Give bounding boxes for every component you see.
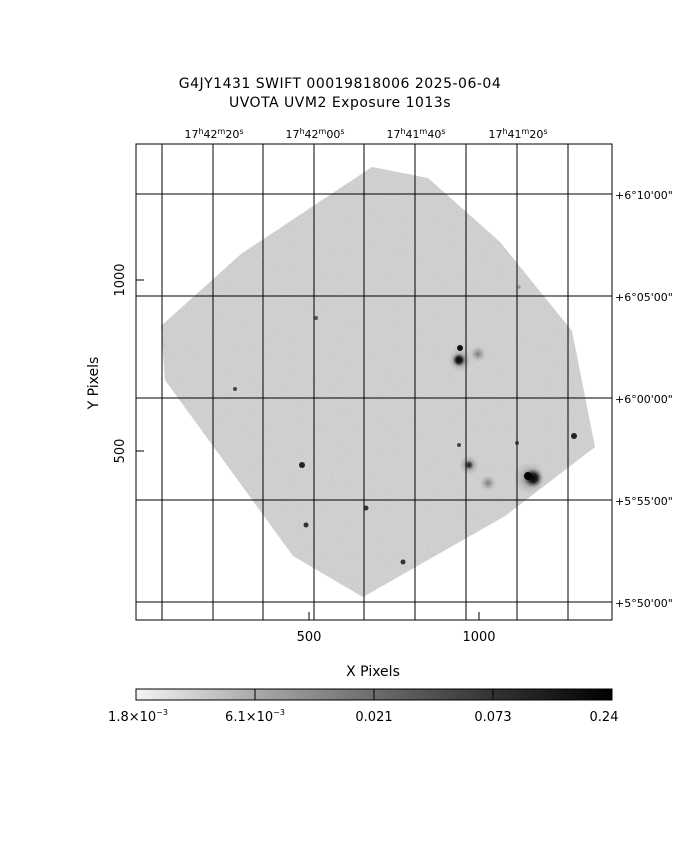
x-tick-label: 500 <box>297 630 322 645</box>
ra-tick-label: 17h41m40s <box>386 127 445 141</box>
colorbar-label: 0.24 <box>590 710 619 725</box>
image-subtitle: UVOTA UVM2 Exposure 1013s <box>228 95 452 111</box>
pixel-axis-ticks <box>136 279 480 620</box>
exposure-field <box>161 167 595 597</box>
colorbar-label: 0.073 <box>474 710 511 725</box>
dec-tick-label: +6°10'00" <box>615 189 673 202</box>
dec-tick-label: +6°05'00" <box>615 291 673 304</box>
ra-tick-label: 17h41m20s <box>488 127 547 141</box>
plot-frame <box>135 143 613 621</box>
colorbar-label: 1.8×10−3 <box>108 708 168 725</box>
x-axis-label: X Pixels <box>346 664 400 680</box>
dec-tick-label: +6°00'00" <box>615 393 673 406</box>
y-axis-label: Y Pixels <box>86 357 102 411</box>
colorbar <box>135 688 613 701</box>
ra-tick-label: 17h42m00s <box>285 127 344 141</box>
coordinate-grid <box>136 144 612 620</box>
image-title: G4JY1431 SWIFT 00019818006 2025-06-04 <box>178 76 502 92</box>
dec-tick-label: +5°50'00" <box>615 597 673 610</box>
x-tick-label: 1000 <box>462 630 495 645</box>
y-tick-label: 1000 <box>113 263 128 296</box>
ra-tick-label: 17h42m20s <box>184 127 243 141</box>
dec-tick-label: +5°55'00" <box>615 495 673 508</box>
y-tick-label: 500 <box>113 439 128 464</box>
colorbar-label: 6.1×10−3 <box>225 708 285 725</box>
colorbar-label: 0.021 <box>355 710 392 725</box>
